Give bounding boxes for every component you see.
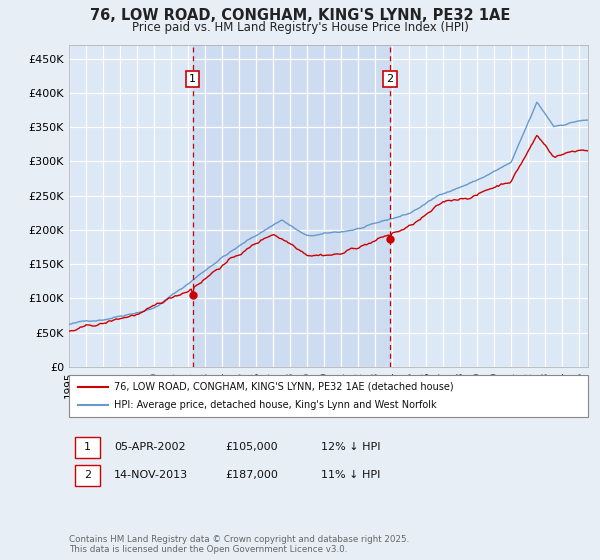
Text: HPI: Average price, detached house, King's Lynn and West Norfolk: HPI: Average price, detached house, King…	[114, 400, 437, 410]
Text: 76, LOW ROAD, CONGHAM, KING'S LYNN, PE32 1AE: 76, LOW ROAD, CONGHAM, KING'S LYNN, PE32…	[90, 8, 510, 24]
Text: £105,000: £105,000	[225, 442, 278, 452]
Text: 12% ↓ HPI: 12% ↓ HPI	[321, 442, 380, 452]
Text: 14-NOV-2013: 14-NOV-2013	[114, 470, 188, 480]
Text: Contains HM Land Registry data © Crown copyright and database right 2025.
This d: Contains HM Land Registry data © Crown c…	[69, 535, 409, 554]
Text: 11% ↓ HPI: 11% ↓ HPI	[321, 470, 380, 480]
Text: 2: 2	[386, 74, 394, 84]
Text: 05-APR-2002: 05-APR-2002	[114, 442, 185, 452]
Text: Price paid vs. HM Land Registry's House Price Index (HPI): Price paid vs. HM Land Registry's House …	[131, 21, 469, 34]
Text: 2: 2	[84, 470, 91, 480]
Text: 76, LOW ROAD, CONGHAM, KING'S LYNN, PE32 1AE (detached house): 76, LOW ROAD, CONGHAM, KING'S LYNN, PE32…	[114, 382, 454, 392]
Text: 1: 1	[189, 74, 196, 84]
Text: 1: 1	[84, 442, 91, 452]
Text: £187,000: £187,000	[225, 470, 278, 480]
Bar	[193, 45, 390, 367]
